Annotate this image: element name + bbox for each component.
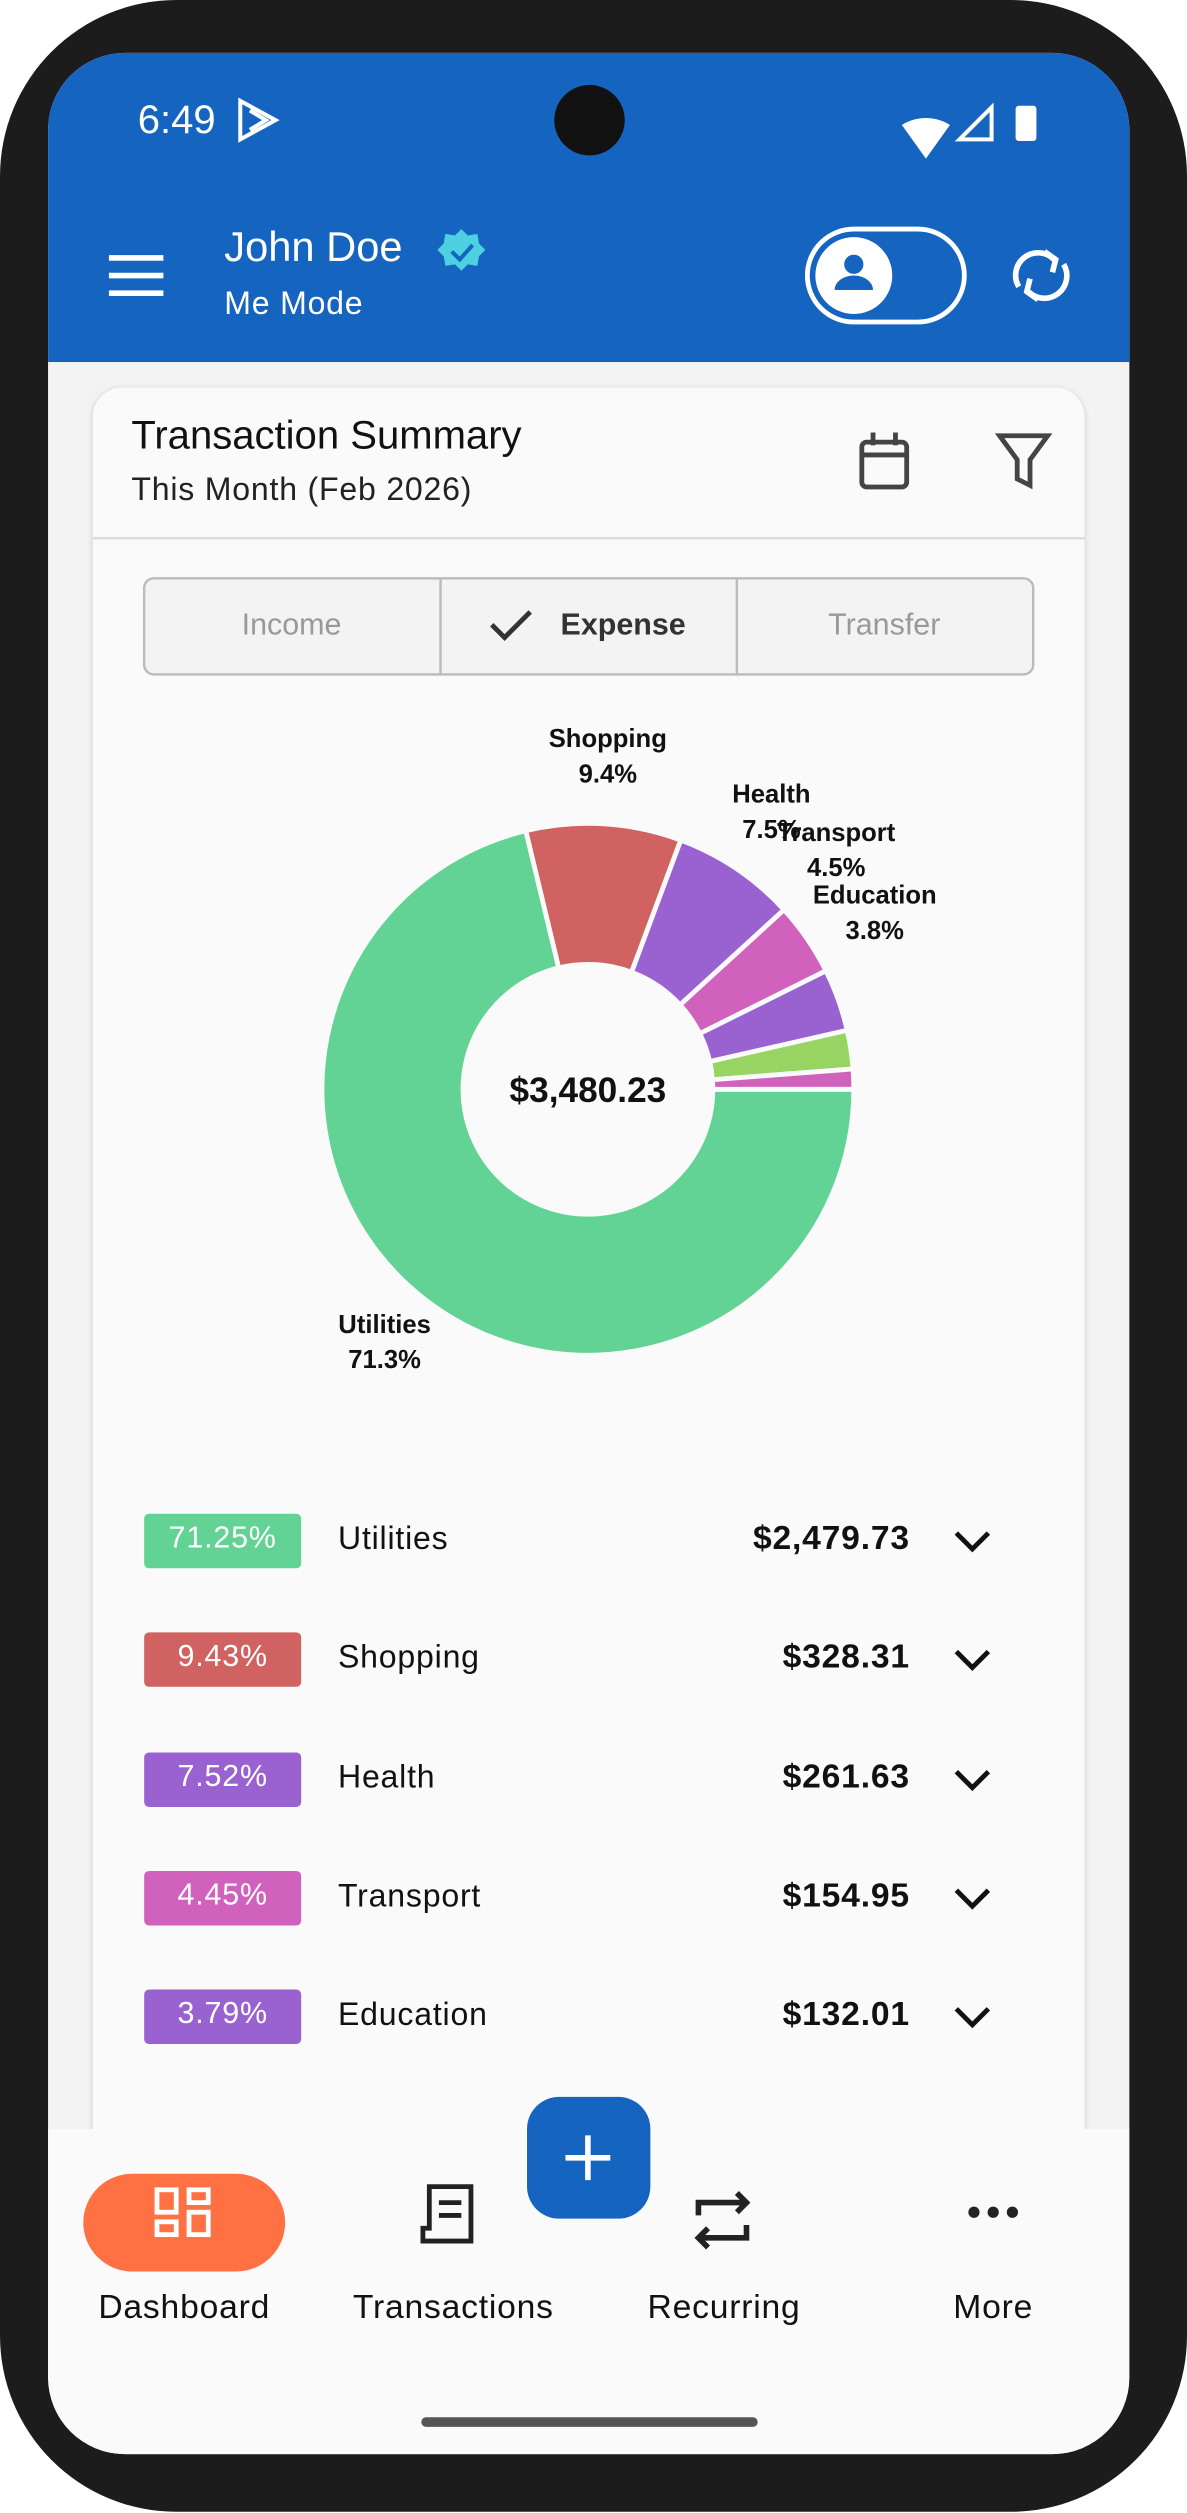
mode-toggle[interactable] <box>804 226 967 325</box>
slice-label: Health <box>732 781 810 809</box>
verified-check <box>450 243 475 263</box>
percent-badge <box>144 1870 302 1926</box>
amount: $154.95 <box>782 1877 910 1915</box>
nav-label[interactable]: Recurring <box>647 2289 801 2326</box>
person-head <box>844 254 864 274</box>
percent-badge <box>144 1989 302 2045</box>
transactions-icon[interactable] <box>420 2184 474 2244</box>
filter-button[interactable] <box>994 433 1053 490</box>
category: Utilities <box>338 1521 449 1558</box>
amount: $328.31 <box>782 1639 910 1677</box>
percent: 71.25% <box>168 1521 277 1556</box>
slice-label: Transport <box>777 819 896 847</box>
percent-badge <box>144 1751 302 1807</box>
user-name: John Doe <box>224 222 403 271</box>
slice-label: Education <box>813 882 937 910</box>
slice-value: 9.4% <box>579 760 638 788</box>
calendar-button[interactable] <box>859 432 910 490</box>
percent-badge <box>144 1513 302 1569</box>
app-bar-icons <box>108 97 1070 325</box>
person-body <box>834 275 874 290</box>
recurring-icon[interactable] <box>694 2191 751 2250</box>
expand-button[interactable] <box>948 1763 996 1795</box>
expand-button[interactable] <box>948 1644 996 1676</box>
nav-label[interactable]: More <box>953 2289 1034 2326</box>
expand-button[interactable] <box>948 1882 996 1914</box>
tab[interactable]: Income <box>241 608 342 643</box>
percent-badge <box>144 1632 302 1688</box>
mode-label: Me Mode <box>224 286 364 322</box>
category: Transport <box>338 1878 482 1915</box>
slice-value: 4.5% <box>807 854 866 882</box>
add-plus <box>565 2135 611 2181</box>
nav-label[interactable]: Dashboard <box>98 2289 271 2326</box>
amount: $2,479.73 <box>752 1520 910 1558</box>
slice-label: Utilities <box>338 1311 431 1339</box>
more-icon[interactable] <box>968 2206 1019 2218</box>
expand-button[interactable] <box>948 1525 996 1557</box>
category: Shopping <box>338 1640 480 1677</box>
play-icon <box>238 97 280 143</box>
tab[interactable]: Expense <box>560 608 686 643</box>
nav-icons <box>154 2096 1019 2427</box>
tab-group <box>142 577 1035 676</box>
percent: 9.43% <box>177 1640 268 1675</box>
amount: $132.01 <box>782 1996 910 2034</box>
slice-value: 71.3% <box>348 1346 421 1374</box>
slice-value: 3.8% <box>846 917 905 945</box>
battery-icon[interactable] <box>1015 105 1037 141</box>
active-indicator <box>83 2173 286 2272</box>
camera <box>554 84 625 156</box>
breakdown-list: 71.25% Utilities $2,479.73 9.43% Shopping $32… <box>48 53 1129 2129</box>
slice <box>709 1066 857 1092</box>
total-amount: $3,480.23 <box>510 1071 667 1110</box>
card-subtitle: This Month (Feb 2026) <box>131 472 473 508</box>
donut-chart: Utilities 71.3% Shopping 9.4% Health 7.5%Tran… <box>319 725 937 1374</box>
dashboard-icon[interactable] <box>154 2187 211 2238</box>
nav-label[interactable]: Transactions <box>352 2289 554 2326</box>
card-header-icons <box>92 432 1085 676</box>
time: 6:49 <box>137 97 216 143</box>
percent: 4.45% <box>177 1878 268 1913</box>
wifi-icon <box>901 117 950 159</box>
screen: 6:49 John Doe Me Mode Transaction Summar… <box>48 52 1130 2455</box>
expand-button[interactable] <box>948 2001 996 2033</box>
tab[interactable]: Transfer <box>828 608 941 643</box>
category: Education <box>338 1997 488 2034</box>
verified-badge <box>437 229 486 271</box>
slice-value: 7.5% <box>742 816 801 844</box>
amount: $261.63 <box>782 1758 910 1796</box>
sync-button[interactable] <box>1012 249 1070 302</box>
percent: 7.52% <box>177 1759 268 1794</box>
category: Health <box>338 1759 436 1796</box>
percent: 3.79% <box>177 1997 268 2032</box>
tab-check <box>490 610 532 641</box>
slice <box>319 827 857 1358</box>
home-indicator <box>421 2417 758 2427</box>
card-title: Transaction Summary <box>131 413 522 459</box>
menu-button[interactable] <box>108 255 164 296</box>
signal-icon <box>954 102 994 142</box>
slice-label: Shopping <box>549 725 667 753</box>
